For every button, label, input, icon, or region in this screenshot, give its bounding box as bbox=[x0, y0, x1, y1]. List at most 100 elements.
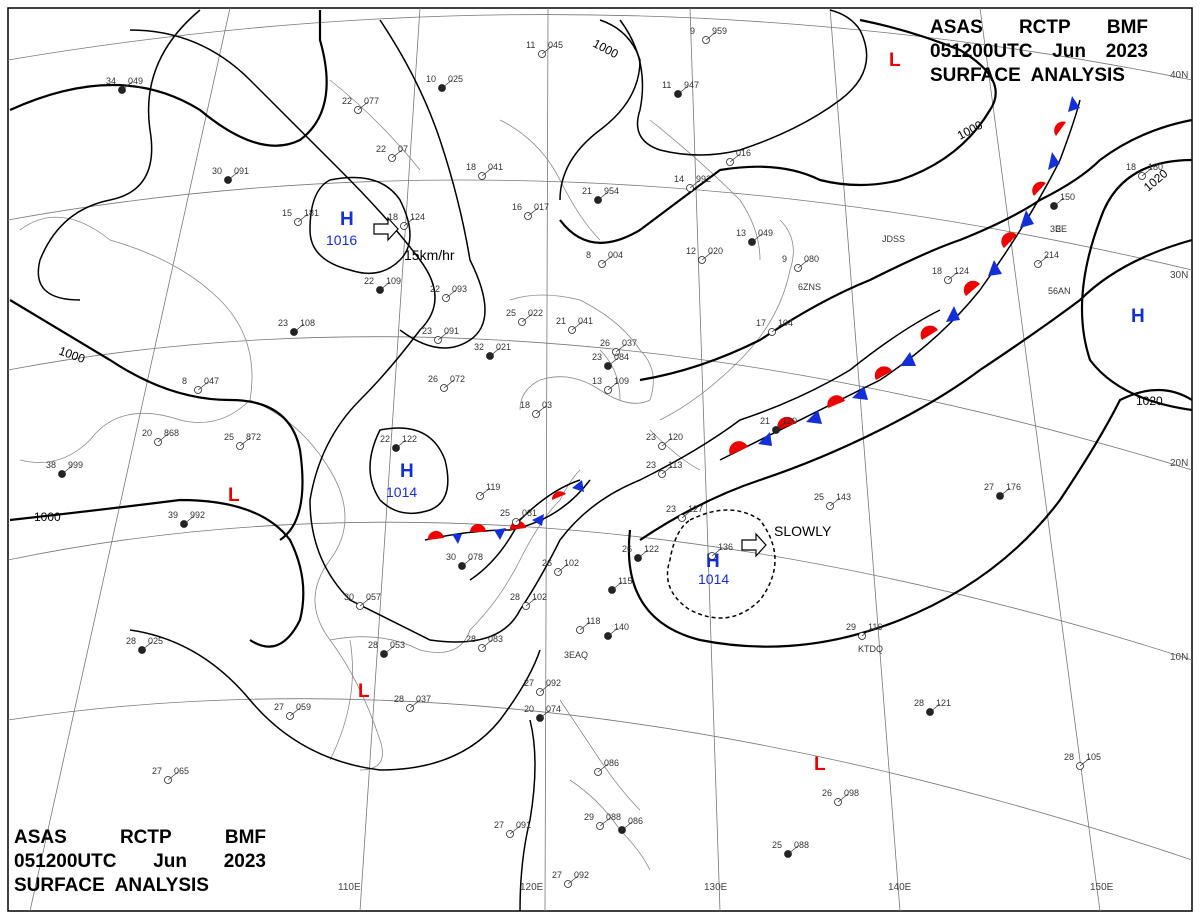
station-plot: 27 092 bbox=[524, 678, 561, 696]
station-temp: 18 bbox=[466, 162, 476, 172]
station-plot: 22 122 bbox=[380, 434, 417, 452]
station-temp: 23 bbox=[422, 326, 432, 336]
station-temp: 21 bbox=[760, 416, 770, 426]
station-pressure: 118 bbox=[586, 616, 600, 626]
station-plot: 28 102 bbox=[510, 592, 547, 610]
wind-barb bbox=[579, 621, 591, 631]
wind-barb bbox=[61, 465, 73, 475]
station-plot: 18 041 bbox=[466, 162, 503, 180]
wind-barb bbox=[1053, 197, 1065, 207]
station-pressure: 004 bbox=[608, 250, 623, 260]
wind-barb bbox=[539, 683, 551, 693]
station-pressure: 102 bbox=[564, 558, 579, 568]
wind-barb bbox=[947, 271, 959, 281]
station-temp: 9 bbox=[690, 26, 695, 36]
wind-barb bbox=[615, 343, 627, 353]
station-pressure: 025 bbox=[448, 74, 463, 84]
station-plot: 27 059 bbox=[274, 702, 311, 720]
station-plot: 22 07 bbox=[376, 144, 408, 162]
station-temp: 29 bbox=[584, 812, 594, 822]
header-title: SURFACE ANALYSIS bbox=[14, 875, 209, 896]
station-plot: 23 091 bbox=[422, 326, 459, 344]
station-temp: 8 bbox=[182, 376, 187, 386]
station-pressure: 07 bbox=[398, 144, 408, 154]
wind-barb bbox=[437, 331, 449, 341]
station-pressure: 120 bbox=[668, 432, 683, 442]
station-plot: 25 088 bbox=[772, 840, 809, 858]
station-pressure: 121 bbox=[936, 698, 951, 708]
station-code: KTDQ bbox=[858, 644, 883, 654]
wind-barb bbox=[599, 817, 611, 827]
wind-barb bbox=[607, 357, 619, 367]
station-temp: 27 bbox=[552, 870, 562, 880]
station-pressure: 086 bbox=[628, 816, 643, 826]
station-plot: 27 065 bbox=[152, 766, 189, 784]
station-plot: 136 bbox=[708, 542, 733, 560]
station-pressure: 098 bbox=[844, 788, 859, 798]
wind-barb bbox=[829, 497, 841, 507]
header-title: SURFACE ANALYSIS bbox=[930, 65, 1125, 86]
station-pressure: 124 bbox=[954, 266, 969, 276]
station-temp: 30 bbox=[446, 552, 456, 562]
station-pressure: 176 bbox=[1006, 482, 1021, 492]
station-code: 3E bbox=[1056, 224, 1067, 234]
graticule bbox=[7, 7, 1193, 912]
station-plot: 119 bbox=[476, 482, 500, 500]
lat-label-30n: 30N bbox=[1170, 270, 1188, 281]
low-center-4: L bbox=[814, 754, 826, 775]
station-code: 56AN bbox=[1048, 286, 1071, 296]
high-center-1: H bbox=[340, 209, 354, 230]
station-temp: 23 bbox=[666, 504, 676, 514]
header-time: 051200UTC bbox=[14, 851, 117, 872]
wind-barb bbox=[701, 251, 713, 261]
station-temp: 26 bbox=[542, 558, 552, 568]
station-pressure: 102 bbox=[532, 592, 547, 602]
header-code: BMF bbox=[1106, 17, 1148, 38]
station-plot: 9 959 bbox=[690, 26, 727, 44]
wind-barb bbox=[611, 581, 623, 591]
station-temp: 28 bbox=[510, 592, 520, 602]
station-temp: 23 bbox=[592, 352, 602, 362]
isobar-label: 1000 bbox=[34, 510, 61, 524]
station-plot: 11 045 bbox=[526, 40, 563, 58]
station-pressure: 113 bbox=[668, 460, 682, 470]
wind-barb bbox=[227, 171, 239, 181]
station-temp: 25 bbox=[506, 308, 516, 318]
high-center-4: H bbox=[1131, 306, 1145, 327]
station-plot: 086 bbox=[594, 758, 619, 776]
chart-header-bottom: ASAS RCTP BMF 051200UTC Jun 2023 SURFACE ANA… bbox=[14, 826, 266, 898]
station-plot: 28 105 bbox=[1064, 752, 1101, 770]
station-plot: 28 121 bbox=[914, 698, 951, 716]
header-month: Jun bbox=[153, 851, 187, 872]
lon-label-110e: 110E bbox=[338, 882, 361, 893]
station-temp: 12 bbox=[686, 246, 696, 256]
station-plot: 18 124 bbox=[388, 212, 425, 230]
motion-arrow-3 bbox=[741, 532, 767, 558]
station-pressure: 021 bbox=[496, 342, 511, 352]
high-center-2: H bbox=[400, 461, 414, 482]
station-temp: 22 bbox=[342, 96, 352, 106]
station-pressure: 088 bbox=[606, 812, 621, 822]
station-plot: 26 072 bbox=[428, 374, 465, 392]
station-temp: 13 bbox=[592, 376, 602, 386]
station-pressure: 078 bbox=[468, 552, 483, 562]
header-code: BMF bbox=[224, 827, 266, 848]
station-pressure: 947 bbox=[684, 80, 699, 90]
low-center-3: L bbox=[358, 681, 370, 702]
wind-barb bbox=[183, 515, 195, 525]
station-pressure: 115 bbox=[618, 576, 632, 586]
station-pressure: 954 bbox=[604, 186, 619, 196]
station-plot: 29 088 bbox=[584, 812, 621, 830]
station-plot: 140 bbox=[604, 622, 629, 640]
station-temp: 27 bbox=[152, 766, 162, 776]
station-temp: 28 bbox=[394, 694, 404, 704]
wind-barb bbox=[1079, 757, 1091, 767]
station-temp: 28 bbox=[126, 636, 136, 646]
station-code: JDSS bbox=[882, 234, 905, 244]
station-pressure: 136 bbox=[718, 542, 733, 552]
station-plot: 23 108 bbox=[278, 318, 315, 336]
header-year: 2023 bbox=[223, 851, 266, 872]
wind-barb bbox=[383, 645, 395, 655]
station-pressure: 959 bbox=[712, 26, 727, 36]
wind-barb bbox=[661, 465, 673, 475]
